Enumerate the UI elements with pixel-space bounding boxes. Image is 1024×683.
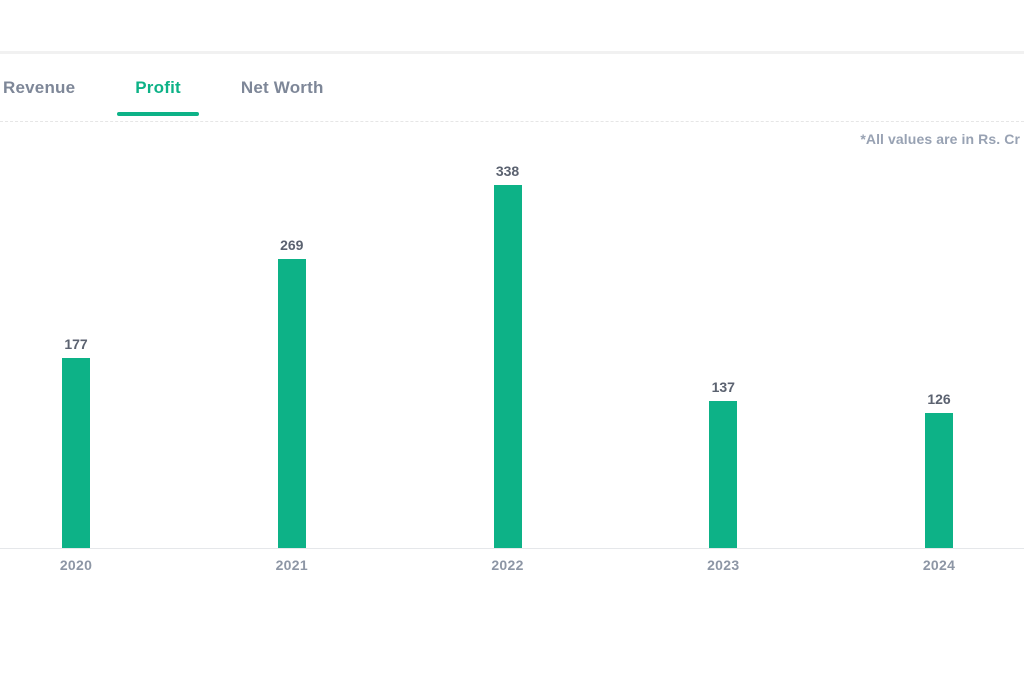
tab-net-worth[interactable]: Net Worth	[223, 54, 342, 121]
tab-revenue[interactable]: Revenue	[0, 54, 93, 121]
note-row: *All values are in Rs. Cr	[0, 122, 1024, 156]
x-axis-label: 2022	[491, 557, 524, 573]
x-axis-label: 2023	[707, 557, 740, 573]
tab-profit[interactable]: Profit	[117, 54, 199, 121]
tab-bar: Revenue Profit Net Worth	[0, 54, 1024, 122]
bar[interactable]	[493, 185, 522, 548]
active-tab-underline	[117, 112, 199, 116]
tab-net-worth-label: Net Worth	[240, 77, 324, 97]
x-axis-label: 2020	[59, 557, 93, 573]
values-unit-note: *All values are in Rs. Cr	[860, 131, 1020, 147]
x-axis-label: 2021	[275, 557, 308, 573]
tab-profit-label: Profit	[135, 77, 181, 97]
bar-value-label: 177	[64, 336, 88, 352]
bar[interactable]	[709, 401, 738, 548]
bar[interactable]	[277, 259, 306, 548]
top-divider	[0, 51, 1024, 54]
top-spacer	[0, 0, 1024, 51]
bar[interactable]	[62, 358, 90, 548]
bar-value-label: 126	[927, 391, 951, 407]
profit-bar-chart: 177 2020 269 2021 338 2022 137 2023 126 2024	[0, 156, 1024, 626]
x-axis-line	[0, 548, 1024, 549]
x-axis-label: 2024	[922, 557, 956, 573]
tab-revenue-label: Revenue	[3, 77, 76, 97]
bar-value-label: 137	[711, 379, 735, 395]
bar[interactable]	[925, 413, 953, 548]
bar-value-label: 338	[495, 163, 520, 179]
bar-value-label: 269	[280, 237, 304, 253]
